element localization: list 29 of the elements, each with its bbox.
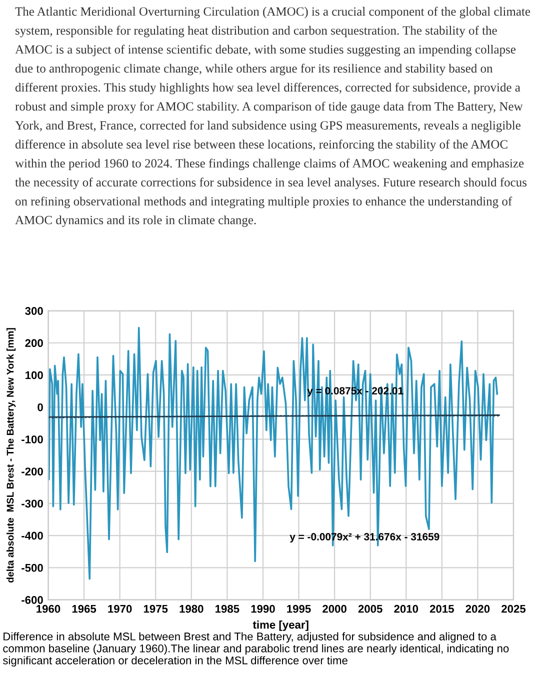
y-tick-label: -100 [22,435,43,444]
x-tick-label: 1990 [251,604,275,613]
x-tick-label: 1960 [36,604,60,613]
x-tick-label: 2000 [322,604,346,613]
x-tick-label: 2010 [394,604,418,613]
x-tick-label: 1995 [287,604,311,613]
y-tick-label: 100 [26,371,43,380]
y-tick-label: 200 [25,339,43,348]
x-tick-label: 1965 [72,604,96,613]
x-tick-label: 1970 [108,604,132,613]
x-tick-label: 1985 [216,604,240,613]
y-tick-label: 300 [25,307,43,315]
y-tick-label: -500 [22,564,43,572]
x-tick-label: 2020 [466,604,490,613]
line-series [48,326,498,580]
y-tick-label: -200 [22,468,43,476]
y-tick-label: -300 [22,500,43,508]
y-tick-label: -400 [22,532,43,540]
y-axis-title: delta absolute MSL Brest - The Battery, New York [mm] [6,328,16,583]
y-tick-label: 0 [38,403,43,412]
x-tick-label: 1980 [180,604,204,613]
text: The Atlantic Meridional Overturning Circulation (AMOC) is a crucial component of the global climate system, responsible for regulating heat distribution and carbon sequestration. The stability of the AMOC is a subject of intense scientific debate, with some studies suggesting an impending collapse due to anthropogenic climate change, while others argue for its resilience and stability based on different proxies. This study highlights how sea level differences, corrected for subsidence, provide a robust and simple proxy for AMOC stability. A comparison of tide gauge data from The Battery, New York, and Brest, France, corrected for land subsidence using GPS measurements, reveals a negligible difference in absolute sea level rise between these locations, reinforcing the stability of the AMOC within the period 1960 to 2024. These findings challenge claims of AMOC weakening and emphasize the necessity of accurate corrections for subsidence in sea level analyses. Future research should focus on refining observational methods and integrating multiple proxies to enhance the understanding of AMOC dynamics and its role in climate change. [15,6,530,227]
x-tick-label: 2005 [358,604,382,613]
x-tick-label: 1975 [144,604,168,613]
x-axis-title: time [year] [252,620,308,631]
x-tick-label: 2025 [502,604,526,613]
y-tick-label: -600 [22,596,43,604]
x-tick-label: 2015 [430,604,454,613]
text: Difference in absolute MSL between Brest and The Battery, adjusted for subsidence and aligned to a common baseline (January 1960).The linear and parabolic trend lines are nearly identical, indicating no significant acceleration or deceleration in the MSL difference over time [2,632,509,667]
